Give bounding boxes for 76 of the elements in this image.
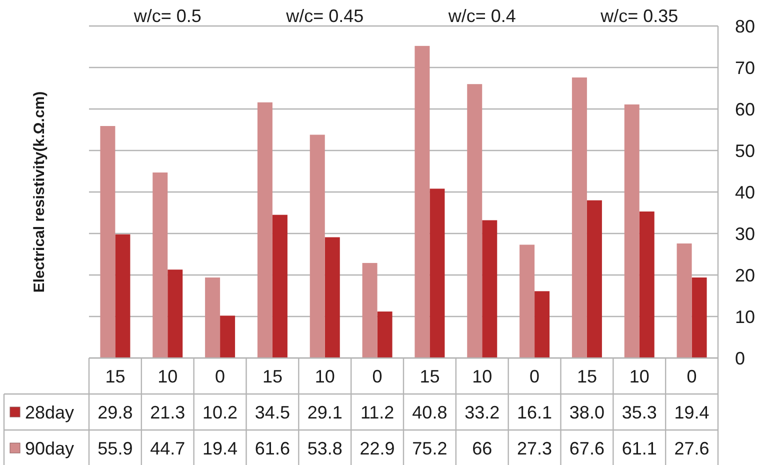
data-label: 11.2 xyxy=(360,402,394,422)
y-tick-label: 80 xyxy=(735,16,756,36)
bar xyxy=(482,220,498,358)
bar xyxy=(257,102,272,358)
bar xyxy=(624,104,640,358)
x-tick-label: 0 xyxy=(215,366,226,386)
data-label: 53.8 xyxy=(307,438,342,458)
x-tick-label: 10 xyxy=(472,366,492,386)
x-tick-label: 10 xyxy=(629,366,650,386)
data-label: 38.0 xyxy=(569,402,604,422)
data-label: 16.1 xyxy=(517,402,552,422)
bar xyxy=(272,214,288,358)
bar xyxy=(205,277,220,358)
y-tick-label: 40 xyxy=(735,182,756,202)
data-label: 21.3 xyxy=(150,402,186,422)
bar xyxy=(324,237,340,358)
annotation: w/c= 0.35 xyxy=(600,6,678,26)
legend-label: 28day xyxy=(25,402,74,422)
y-tick-label: 60 xyxy=(735,99,756,120)
data-label: 40.8 xyxy=(412,402,448,422)
bar xyxy=(310,134,325,358)
y-tick-label: 70 xyxy=(735,58,756,78)
annotation: w/c= 0.5 xyxy=(132,6,202,26)
data-label: 34.5 xyxy=(254,402,290,422)
bar xyxy=(676,243,692,358)
x-tick-label: 15 xyxy=(262,366,282,386)
y-tick-label: 50 xyxy=(735,140,756,161)
data-label: 66 xyxy=(472,438,492,458)
y-axis-title: Electrical resistivity(k.Ω.cm) xyxy=(31,91,48,293)
bar xyxy=(100,126,116,358)
x-tick-label: 15 xyxy=(420,366,440,386)
data-label: 19.4 xyxy=(202,438,238,458)
annotation: w/c= 0.4 xyxy=(447,6,516,26)
y-tick-label: 0 xyxy=(735,348,746,368)
data-label: 29.8 xyxy=(98,402,133,422)
data-label: 55.9 xyxy=(98,438,133,458)
bar xyxy=(115,234,130,358)
data-label: 75.2 xyxy=(412,438,448,458)
bar xyxy=(692,277,707,358)
bar xyxy=(362,262,378,358)
x-tick-label: 10 xyxy=(314,366,335,386)
x-tick-label: 0 xyxy=(686,366,697,386)
x-tick-label: 15 xyxy=(105,366,126,386)
data-label: 61.1 xyxy=(622,438,657,458)
bar xyxy=(377,312,392,358)
data-label: 27.3 xyxy=(517,438,552,458)
legend-label: 90day xyxy=(25,438,74,458)
bar xyxy=(572,77,587,358)
y-tick-label: 30 xyxy=(735,224,756,244)
bar xyxy=(414,46,430,358)
x-tick-label: 15 xyxy=(576,366,597,386)
bar xyxy=(430,188,445,358)
bar xyxy=(534,291,550,358)
y-tick-label: 10 xyxy=(735,306,756,327)
bar xyxy=(152,172,168,358)
data-label: 61.6 xyxy=(254,438,290,458)
bar xyxy=(586,200,602,358)
bar xyxy=(467,84,482,358)
data-label: 27.6 xyxy=(674,438,710,458)
data-label: 10.2 xyxy=(202,402,238,422)
annotation: w/c= 0.45 xyxy=(285,6,364,26)
x-tick-label: 0 xyxy=(530,366,540,386)
data-label: 29.1 xyxy=(307,402,342,422)
data-label: 35.3 xyxy=(622,402,657,422)
data-label: 67.6 xyxy=(569,438,604,458)
bar xyxy=(520,244,535,358)
y-tick-label: 20 xyxy=(735,265,756,286)
data-label: 44.7 xyxy=(150,438,186,458)
data-label: 33.2 xyxy=(464,402,500,422)
bar xyxy=(639,212,654,358)
data-label: 22.9 xyxy=(360,438,395,458)
bar xyxy=(220,316,236,358)
bar xyxy=(168,270,183,358)
x-tick-label: 0 xyxy=(372,366,382,386)
x-tick-label: 10 xyxy=(158,366,178,386)
data-label: 19.4 xyxy=(674,402,710,422)
